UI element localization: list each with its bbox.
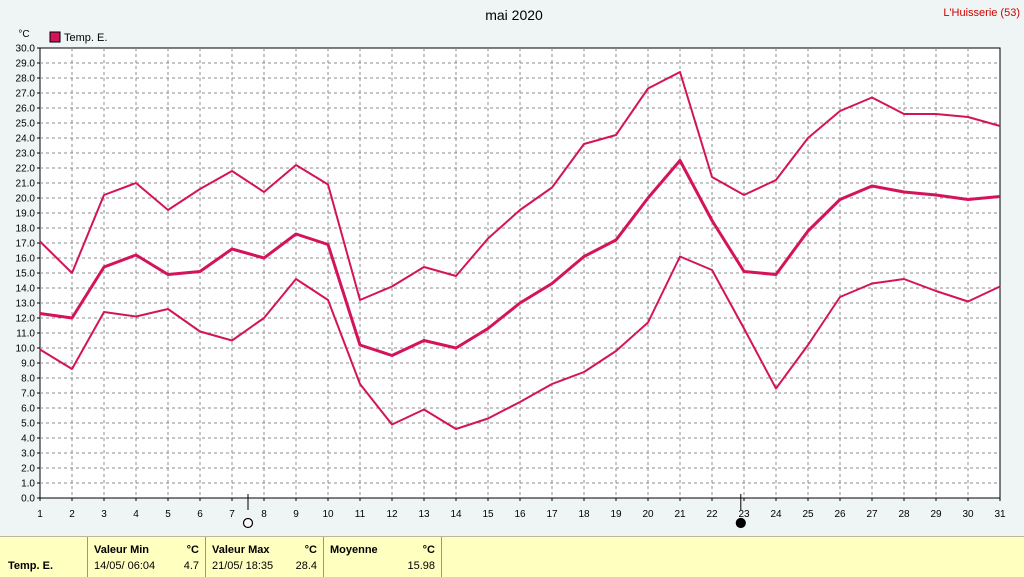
series-line-max — [39, 71, 1001, 301]
series-line-min — [39, 255, 1001, 430]
y-tick-label: 19.0 — [16, 209, 36, 220]
x-tick-label: 20 — [642, 509, 654, 520]
y-tick-label: 9.0 — [21, 359, 35, 370]
y-tick-label: 20.0 — [16, 194, 36, 205]
x-tick-label: 21 — [674, 509, 686, 520]
y-tick-label: 5.0 — [21, 419, 35, 430]
stats-min-when: 14/05/ 06:04 — [94, 560, 156, 572]
stats-max-header: Valeur Max — [212, 544, 270, 556]
x-tick-label: 19 — [610, 509, 622, 520]
stats-min-cell: Valeur Min °C 14/05/ 06:04 4.7 — [88, 537, 206, 577]
chart-title: mai 2020 — [485, 7, 543, 23]
stats-mean-value: 15.98 — [407, 560, 435, 572]
x-tick-label: 13 — [418, 509, 430, 520]
x-tick-label: 22 — [706, 509, 718, 520]
y-tick-label: 13.0 — [16, 299, 36, 310]
legend: Temp. E. — [49, 31, 107, 44]
stats-min-unit: °C — [186, 544, 199, 556]
temperature-chart: mai 2020 L'Huisserie (53) °C Temp. E. 0.… — [16, 7, 1020, 529]
x-tick-label: 10 — [322, 509, 334, 520]
stats-row-label: Temp. E. — [8, 560, 54, 572]
y-tick-label: 10.0 — [16, 344, 36, 355]
stats-mean-header: Moyenne — [330, 544, 378, 556]
x-tick-label: 5 — [165, 509, 171, 520]
x-tick-label: 12 — [386, 509, 398, 520]
y-tick-label: 7.0 — [21, 389, 35, 400]
y-tick-label: 12.0 — [16, 314, 36, 325]
y-tick-label: 0.0 — [21, 494, 35, 505]
x-tick-label: 1 — [37, 509, 43, 520]
x-tick-label: 27 — [866, 509, 878, 520]
y-tick-label: 30.0 — [16, 44, 36, 55]
stats-max-when: 21/05/ 18:35 — [212, 560, 274, 572]
stats-row-label-cell: Temp. E. — [0, 537, 88, 577]
series-line-mean — [39, 159, 1001, 357]
y-tick-label: 14.0 — [16, 284, 36, 295]
x-tick-label: 23 — [738, 509, 750, 520]
x-tick-label: 30 — [962, 509, 974, 520]
x-tick-label: 3 — [101, 509, 107, 520]
stats-bar: Temp. E. Valeur Min °C 14/05/ 06:04 4.7 … — [0, 536, 1024, 577]
stats-mean-cell: Moyenne °C 15.98 — [324, 537, 442, 577]
full-moon-icon — [242, 517, 254, 529]
moon-phases — [242, 494, 746, 529]
x-tick-label: 18 — [578, 509, 590, 520]
x-tick-label: 6 — [197, 509, 203, 520]
y-tick-label: 6.0 — [21, 404, 35, 415]
x-tick-label: 7 — [229, 509, 235, 520]
y-tick-label: 25.0 — [16, 119, 36, 130]
new-moon-icon — [735, 517, 746, 529]
y-tick-label: 27.0 — [16, 89, 36, 100]
station-name: L'Huisserie (53) — [943, 7, 1020, 19]
x-tick-label: 29 — [930, 509, 942, 520]
stats-max-cell: Valeur Max °C 21/05/ 18:35 28.4 — [206, 537, 324, 577]
x-tick-label: 2 — [69, 509, 75, 520]
y-tick-label: 17.0 — [16, 239, 36, 250]
x-tick-label: 15 — [482, 509, 494, 520]
stats-mean-unit: °C — [422, 544, 435, 556]
x-tick-label: 17 — [546, 509, 558, 520]
y-tick-label: 29.0 — [16, 59, 36, 70]
y-axis: 0.0 1.0 2.0 3.0 4.0 5.0 6.0 7.0 8.0 9.0 10.0 11.0 12… — [16, 44, 40, 505]
y-tick-label: 4.0 — [21, 434, 35, 445]
stats-min-header: Valeur Min — [94, 544, 150, 556]
y-tick-label: 28.0 — [16, 74, 36, 85]
y-tick-label: 23.0 — [16, 149, 36, 160]
x-tick-label: 8 — [261, 509, 267, 520]
y-tick-label: 22.0 — [16, 164, 36, 175]
x-tick-label: 11 — [355, 509, 366, 520]
x-axis: 1 2 3 4 5 6 7 8 9 10 11 12 13 14 15 16 17 18 19 20 21 22 23 24 2… — [37, 498, 1006, 520]
y-tick-label: 15.0 — [16, 269, 36, 280]
series — [39, 71, 1001, 430]
y-tick-label: 1.0 — [21, 479, 35, 490]
x-tick-label: 24 — [770, 509, 782, 520]
legend-swatch — [49, 31, 61, 43]
stats-max-unit: °C — [304, 544, 317, 556]
x-tick-label: 16 — [514, 509, 526, 520]
y-tick-label: 18.0 — [16, 224, 36, 235]
y-tick-label: 11.0 — [16, 329, 35, 340]
x-tick-label: 31 — [994, 509, 1006, 520]
y-axis-unit: °C — [18, 29, 29, 40]
x-tick-label: 25 — [802, 509, 814, 520]
x-tick-label: 26 — [834, 509, 846, 520]
x-tick-label: 14 — [450, 509, 462, 520]
y-tick-label: 3.0 — [21, 449, 35, 460]
x-tick-label: 28 — [898, 509, 910, 520]
y-tick-label: 16.0 — [16, 254, 36, 265]
y-tick-label: 21.0 — [16, 179, 36, 190]
y-tick-label: 8.0 — [21, 374, 35, 385]
stats-max-value: 28.4 — [295, 560, 317, 572]
y-tick-label: 2.0 — [21, 464, 35, 475]
x-tick-label: 9 — [293, 509, 299, 520]
stats-min-value: 4.7 — [183, 560, 199, 572]
y-tick-label: 24.0 — [16, 134, 36, 145]
legend-label: Temp. E. — [64, 32, 107, 44]
y-tick-label: 26.0 — [16, 104, 36, 115]
x-tick-label: 4 — [133, 509, 139, 520]
